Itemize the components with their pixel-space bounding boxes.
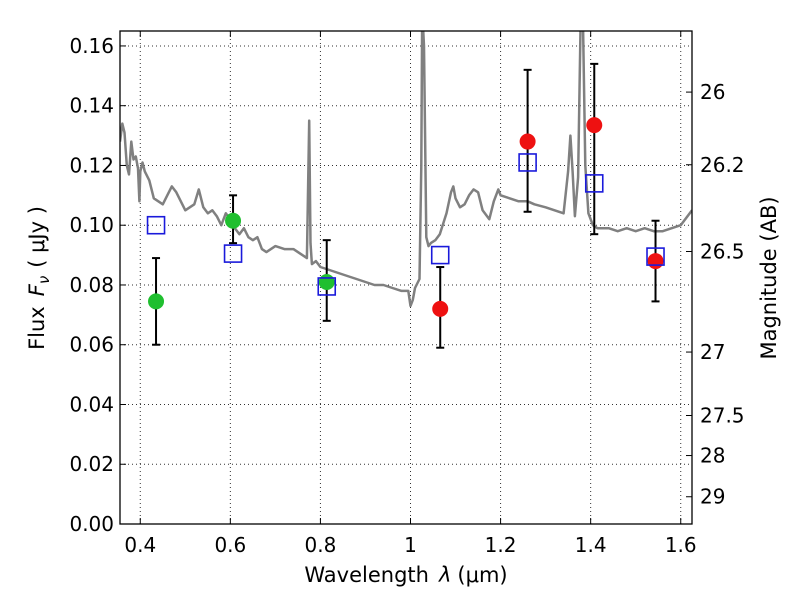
model-square-marker — [584, 174, 604, 193]
magnitude-tick-label: 26 — [700, 80, 725, 104]
x-tick-label: 1 — [404, 533, 417, 557]
x-tick-label: 0.8 — [305, 533, 337, 557]
x-tick-label: 0.6 — [214, 533, 246, 557]
plot-frame — [119, 30, 693, 525]
x-tick-label: 1.4 — [575, 533, 607, 557]
model-square-marker — [146, 215, 166, 235]
y-tick-label: 0.10 — [69, 213, 114, 237]
magnitude-tick-label: 26.5 — [700, 239, 745, 263]
y-axis-label: FluxFν( μJy ) — [25, 206, 53, 350]
right-axis-label: Magnitude (AB) — [757, 196, 781, 359]
marker-layer — [146, 117, 665, 317]
y-tick-label: 0.00 — [69, 512, 114, 536]
model-square-marker — [646, 247, 665, 266]
model-square-marker — [317, 277, 337, 296]
x-tick-label: 1.2 — [485, 533, 517, 557]
optical-data-point — [148, 293, 165, 310]
optical-data-point — [225, 212, 242, 229]
y-tick-label: 0.06 — [69, 333, 114, 357]
tick-label-layer: 0.4 0.6 0.8 1 1.2 1.4 1.6 0.00 0.02 0.04 0.06 0.08 0… — [69, 34, 744, 557]
magnitude-tick-label: 28 — [700, 444, 725, 468]
grid-layer — [120, 31, 692, 525]
nir-data-point — [647, 253, 664, 270]
y-tick-label: 0.12 — [69, 153, 114, 177]
x-tick-label: 1.6 — [665, 533, 697, 557]
x-axis-label: Wavelength λ (μm) — [304, 563, 507, 587]
optical-data-point — [318, 273, 335, 290]
x-tick-label: 0.4 — [124, 533, 156, 557]
y-tick-label: 0.04 — [69, 392, 114, 416]
model-square-marker — [430, 245, 450, 265]
magnitude-tick-label: 29 — [700, 485, 725, 509]
y-tick-label: 0.14 — [69, 94, 114, 118]
nir-data-point — [586, 117, 603, 134]
magnitude-tick-label: 26.2 — [700, 153, 745, 177]
y-tick-label: 0.02 — [69, 452, 114, 476]
tick-layer — [120, 31, 692, 525]
nir-data-point — [432, 300, 449, 317]
model-square-marker — [223, 244, 243, 263]
nir-data-point — [519, 133, 536, 150]
y-tick-label: 0.08 — [69, 273, 114, 297]
spectrum-line — [120, 31, 692, 308]
model-square-marker — [518, 153, 537, 172]
y-tick-label: 0.16 — [69, 34, 114, 58]
magnitude-tick-label: 27.5 — [700, 404, 745, 428]
magnitude-tick-label: 27 — [700, 340, 725, 364]
spectrum-layer — [120, 31, 692, 308]
